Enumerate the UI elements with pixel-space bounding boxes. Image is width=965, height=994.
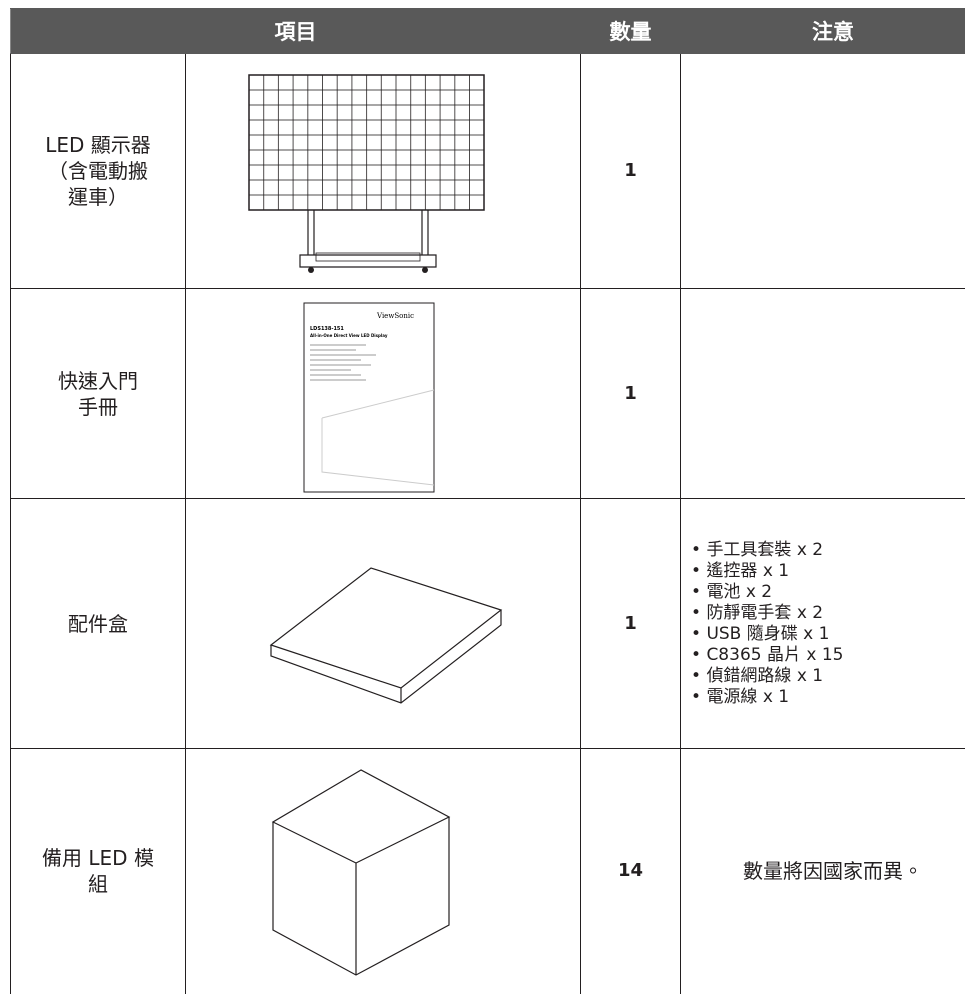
image-text: LDS138-151 (310, 326, 344, 332)
item-line: 備用 LED 模 (11, 845, 185, 871)
contents-table: 項目 數量 注意 LED 顯示器 （含電動搬 運車） 1 快速入門 手冊 (10, 8, 965, 994)
note-item: 偵錯網路線 x 1 (691, 666, 965, 687)
notes-cell (681, 54, 965, 289)
notes-cell: 數量將因國家而異。 (681, 749, 965, 994)
item-line: 運車） (11, 184, 185, 210)
header-cell: 注意 (681, 9, 965, 54)
item-cell: 備用 LED 模 組 (11, 749, 186, 994)
note-item: 手工具套裝 x 2 (691, 540, 965, 561)
header-cell: 項目 (11, 9, 581, 54)
notes-cell (681, 289, 965, 499)
image-cell (186, 749, 581, 994)
item-line: 配件盒 (11, 611, 185, 637)
image-text: All-in-One Direct View LED Display (310, 333, 388, 338)
note-item: 防靜電手套 x 2 (691, 603, 965, 624)
image-cell: ViewSonic LDS138-151 All-in-One Direct V… (186, 289, 581, 499)
note-item: 遙控器 x 1 (691, 561, 965, 582)
image-cell (186, 499, 581, 749)
item-line: （含電動搬 (11, 158, 185, 184)
image-text: ViewSonic (376, 312, 414, 320)
note-item: C8365 晶片 x 15 (691, 645, 965, 666)
row: 備用 LED 模 組 14 數量將因國家而異。 (11, 749, 965, 994)
item-line: LED 顯示器 (11, 132, 185, 158)
box-image (186, 500, 581, 748)
note-item: USB 隨身碟 x 1 (691, 624, 965, 645)
header-cell: 數量 (581, 9, 681, 54)
quantity-cell: 1 (581, 54, 681, 289)
quantity-cell: 1 (581, 289, 681, 499)
header-row: 項目 數量 注意 (11, 9, 965, 54)
item-line: 組 (11, 871, 185, 897)
row: LED 顯示器 （含電動搬 運車） 1 (11, 54, 965, 289)
image-cell (186, 54, 581, 289)
item-cell: 配件盒 (11, 499, 186, 749)
quantity-cell: 14 (581, 749, 681, 994)
notes-list: 手工具套裝 x 2遙控器 x 1電池 x 2防靜電手套 x 2USB 隨身碟 x… (681, 540, 965, 708)
note-item: 電池 x 2 (691, 582, 965, 603)
led-display-image (186, 55, 581, 288)
row: 配件盒 1 手工具套裝 x 2遙控器 x 1電池 x 2防靜電手套 x 2USB… (11, 499, 965, 749)
item-cell: LED 顯示器 （含電動搬 運車） (11, 54, 186, 289)
cube-image (186, 750, 581, 993)
item-line: 快速入門 (11, 368, 185, 394)
item-cell: 快速入門 手冊 (11, 289, 186, 499)
notes-cell: 手工具套裝 x 2遙控器 x 1電池 x 2防靜電手套 x 2USB 隨身碟 x… (681, 499, 965, 749)
row: 快速入門 手冊 ViewSonic LDS138-151 All-in-One … (11, 289, 965, 499)
item-line: 手冊 (11, 394, 185, 420)
guide-image: ViewSonic LDS138-151 All-in-One Direct V… (186, 290, 581, 498)
note-item: 電源線 x 1 (691, 687, 965, 708)
quantity-cell: 1 (581, 499, 681, 749)
